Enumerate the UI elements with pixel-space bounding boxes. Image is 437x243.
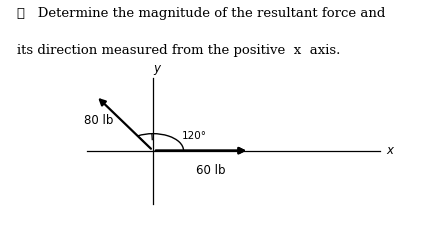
Text: x: x bbox=[387, 144, 394, 157]
Text: 120°: 120° bbox=[181, 131, 206, 141]
Text: 60 lb: 60 lb bbox=[196, 164, 225, 177]
Text: y: y bbox=[153, 62, 160, 75]
Text: its direction measured from the positive  x  axis.: its direction measured from the positive… bbox=[17, 44, 341, 57]
Text: ℓ   Determine the magnitude of the resultant force and: ℓ Determine the magnitude of the resulta… bbox=[17, 7, 386, 20]
Text: 80 lb: 80 lb bbox=[84, 114, 114, 127]
